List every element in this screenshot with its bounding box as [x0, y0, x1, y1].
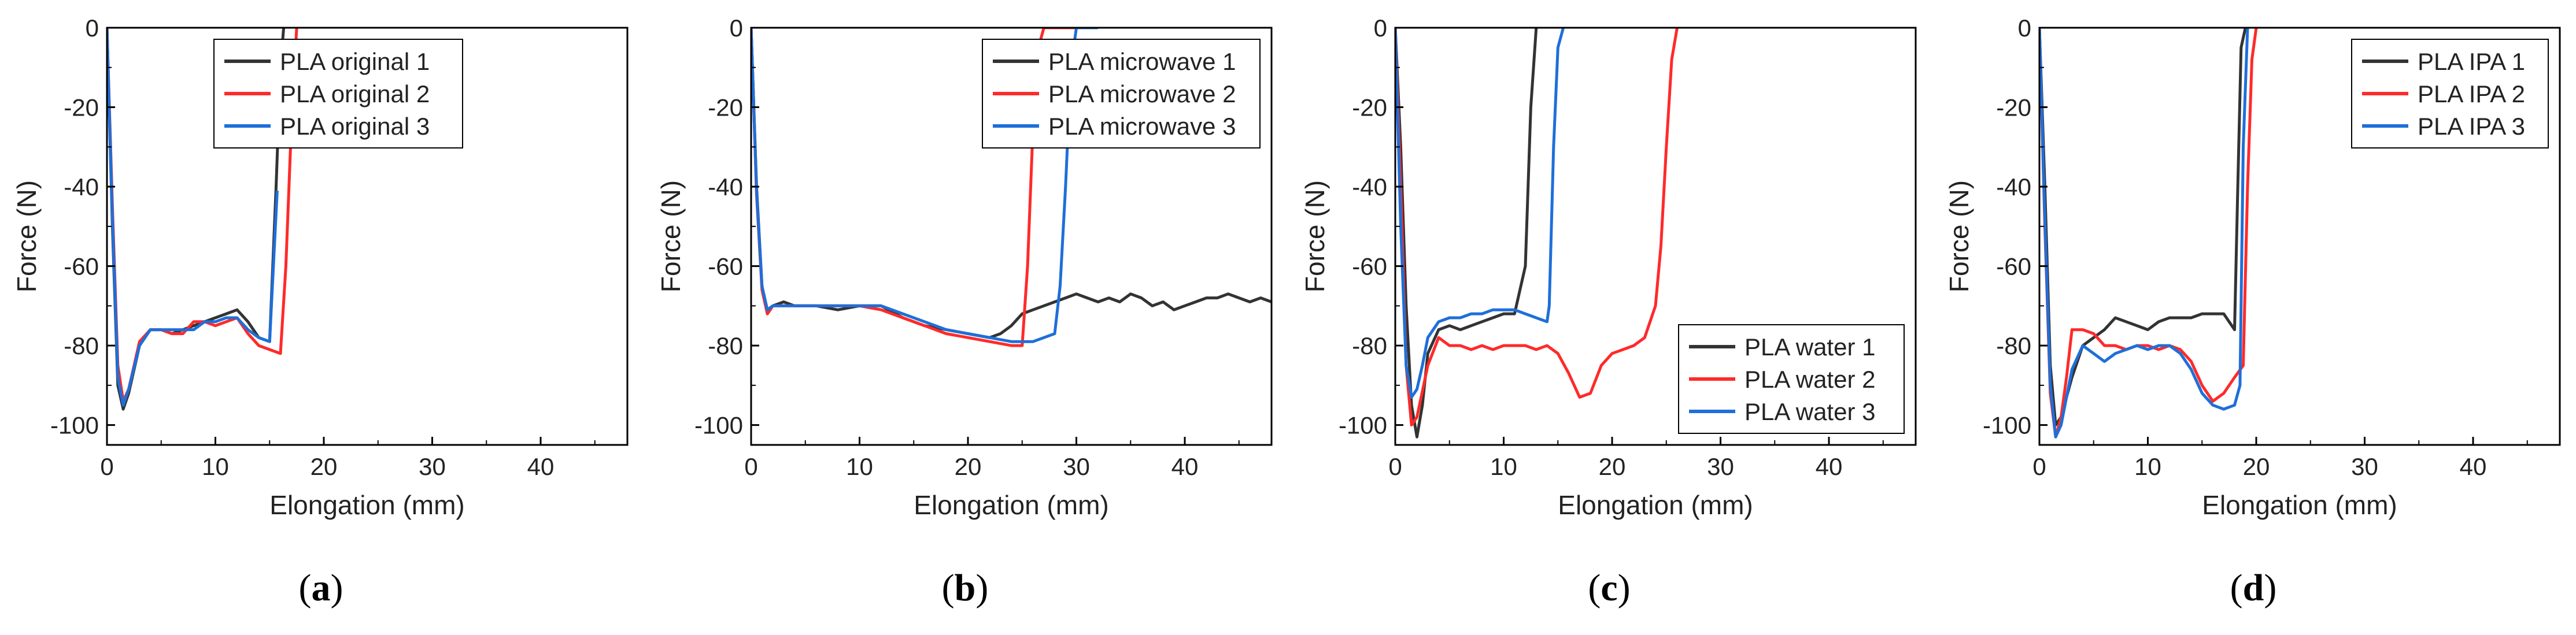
chart-a-legend-label-2: PLA original 2	[280, 80, 430, 107]
chart-d-x-tick-label: 30	[2351, 453, 2378, 480]
chart-b-legend-label-2: PLA microwave 2	[1048, 80, 1236, 107]
caption-a-letter: a	[311, 567, 331, 609]
chart-b-x-axis-label: Elongation (mm)	[914, 490, 1108, 520]
chart-c-x-tick-label: 0	[1388, 453, 1402, 480]
chart-a-legend-label-1: PLA original 1	[280, 48, 430, 75]
chart-b-series-line-3	[751, 28, 1098, 343]
chart-b-y-tick-label: -40	[708, 173, 743, 200]
chart-c-y-tick-label: 0	[1374, 14, 1387, 42]
chart-b-x-tick-label: 40	[1171, 453, 1199, 480]
chart-d-series-line-2	[2039, 28, 2258, 439]
chart-b-y-tick-label: -20	[708, 94, 743, 121]
chart-a-x-tick-label: 20	[311, 453, 338, 480]
chart-d-x-axis-label: Elongation (mm)	[2202, 490, 2397, 520]
chart-b-y-tick-label: -80	[708, 332, 743, 359]
chart-c-x-tick-label: 40	[1816, 453, 1843, 480]
chart-b-x-tick-label: 10	[846, 453, 873, 480]
chart-d-y-tick-label: -20	[1996, 94, 2031, 121]
chart-a-x-tick-label: 10	[202, 453, 229, 480]
chart-b-y-tick-label: -100	[694, 412, 743, 439]
chart-a-y-tick-label: -20	[64, 94, 99, 121]
chart-b: 0 10 20 30 40 0 -20 -40 -60 -80 -100 Elongation (mm…	[656, 14, 1273, 520]
chart-a: 0 10 20 30 40 0 -20 -40 -60 -80 -100 Elongation (mm…	[12, 14, 629, 520]
chart-a-series-line-3	[107, 28, 279, 407]
chart-b-legend-label-1: PLA microwave 1	[1048, 48, 1236, 75]
chart-c-y-axis-label: Force (N)	[1300, 180, 1330, 292]
chart-b-x-tick-label: 30	[1063, 453, 1090, 480]
chart-c-y-tick-label: -40	[1352, 173, 1387, 200]
chart-c-legend-label-2: PLA water 2	[1745, 366, 1875, 393]
chart-d-x-tick-label: 0	[2032, 453, 2046, 480]
chart-d-axes-frame	[2038, 27, 2561, 446]
chart-d-y-tick-label: -80	[1996, 332, 2031, 359]
chart-c-series-group	[1395, 28, 1679, 439]
chart-c-series-line-2	[1395, 28, 1679, 427]
chart-c-y-tick-label: -100	[1339, 412, 1387, 439]
chart-d: 0 10 20 30 40 0 -20 -40 -60 -80 -100 Elongation (mm…	[1944, 14, 2561, 520]
chart-c-x-tick-label: 20	[1599, 453, 1626, 480]
chart-a-x-tick-label: 0	[100, 453, 113, 480]
chart-c-legend-label-1: PLA water 1	[1745, 333, 1875, 361]
chart-b-series-group	[751, 28, 1272, 347]
chart-b-x-tick-label: 20	[955, 453, 982, 480]
chart-c-series-line-1	[1395, 28, 1538, 439]
caption-c-letter: c	[1601, 567, 1618, 609]
caption-c: (c)	[1588, 567, 1631, 609]
chart-b-y-tick-label: 0	[730, 14, 743, 42]
chart-b-axes-frame	[750, 27, 1273, 446]
panel-d: 0 10 20 30 40 0 -20 -40 -60 -80 -100 Elongation (mm…	[1932, 0, 2574, 635]
panel-a: 0 10 20 30 40 0 -20 -40 -60 -80 -100 Elongation (mm…	[0, 0, 642, 635]
chart-c-y-tick-label: -60	[1352, 253, 1387, 280]
chart-d-y-tick-label: -100	[1983, 412, 2031, 439]
chart-c-x-tick-label: 10	[1490, 453, 1517, 480]
chart-a-x-tick-label: 40	[527, 453, 555, 480]
chart-a-x-tick-label: 30	[419, 453, 446, 480]
chart-c-series-line-3	[1395, 28, 1565, 399]
chart-d-legend-label-3: PLA IPA 3	[2418, 113, 2525, 140]
chart-a-series-group	[107, 28, 298, 411]
caption-b: (b)	[941, 567, 989, 609]
chart-a-axes-frame	[106, 27, 629, 446]
chart-a-y-tick-label: -40	[64, 173, 99, 200]
chart-d-y-tick-label: 0	[2018, 14, 2031, 42]
chart-c-legend-label-3: PLA water 3	[1745, 398, 1875, 425]
chart-d-series-group	[2039, 28, 2258, 439]
chart-d-legend-label-2: PLA IPA 2	[2418, 80, 2525, 107]
chart-b-y-tick-label: -60	[708, 253, 743, 280]
chart-b-y-axis-label: Force (N)	[656, 180, 686, 292]
chart-c-x-tick-label: 30	[1707, 453, 1734, 480]
chart-c-x-axis-label: Elongation (mm)	[1558, 490, 1753, 520]
chart-d-y-tick-label: -60	[1996, 253, 2031, 280]
chart-a-y-tick-label: -60	[64, 253, 99, 280]
chart-a-x-axis-label: Elongation (mm)	[269, 490, 464, 520]
chart-d-series-line-1	[2039, 28, 2247, 427]
chart-d-y-axis-label: Force (N)	[1944, 180, 1974, 292]
panel-c: 0 10 20 30 40 0 -20 -40 -60 -80 -100 Elongation (mm…	[1288, 0, 1930, 635]
chart-d-x-tick-label: 10	[2134, 453, 2161, 480]
chart-c-axes-frame	[1394, 27, 1917, 446]
chart-a-legend-label-3: PLA original 3	[280, 113, 430, 140]
chart-a-y-tick-label: 0	[86, 14, 99, 42]
chart-d-y-tick-label: -40	[1996, 173, 2031, 200]
chart-a-y-tick-label: -100	[50, 412, 99, 439]
chart-d-series-line-3	[2039, 28, 2249, 439]
chart-a-y-axis-label: Force (N)	[12, 180, 42, 292]
chart-c: 0 10 20 30 40 0 -20 -40 -60 -80 -100 Elongation (mm…	[1300, 14, 1917, 520]
chart-a-y-tick-label: -80	[64, 332, 99, 359]
chart-d-x-tick-label: 20	[2243, 453, 2270, 480]
chart-b-legend-label-3: PLA microwave 3	[1048, 113, 1236, 140]
panel-b: 0 10 20 30 40 0 -20 -40 -60 -80 -100 Elongation (mm…	[644, 0, 1286, 635]
chart-b-x-tick-label: 0	[744, 453, 757, 480]
chart-c-y-tick-label: -20	[1352, 94, 1387, 121]
caption-b-letter: b	[954, 567, 976, 609]
chart-d-legend-label-1: PLA IPA 1	[2418, 48, 2525, 75]
caption-d: (d)	[2230, 567, 2277, 609]
chart-d-x-tick-label: 40	[2460, 453, 2487, 480]
caption-a: (a)	[298, 567, 343, 609]
chart-c-y-tick-label: -80	[1352, 332, 1387, 359]
caption-d-letter: d	[2242, 567, 2264, 609]
